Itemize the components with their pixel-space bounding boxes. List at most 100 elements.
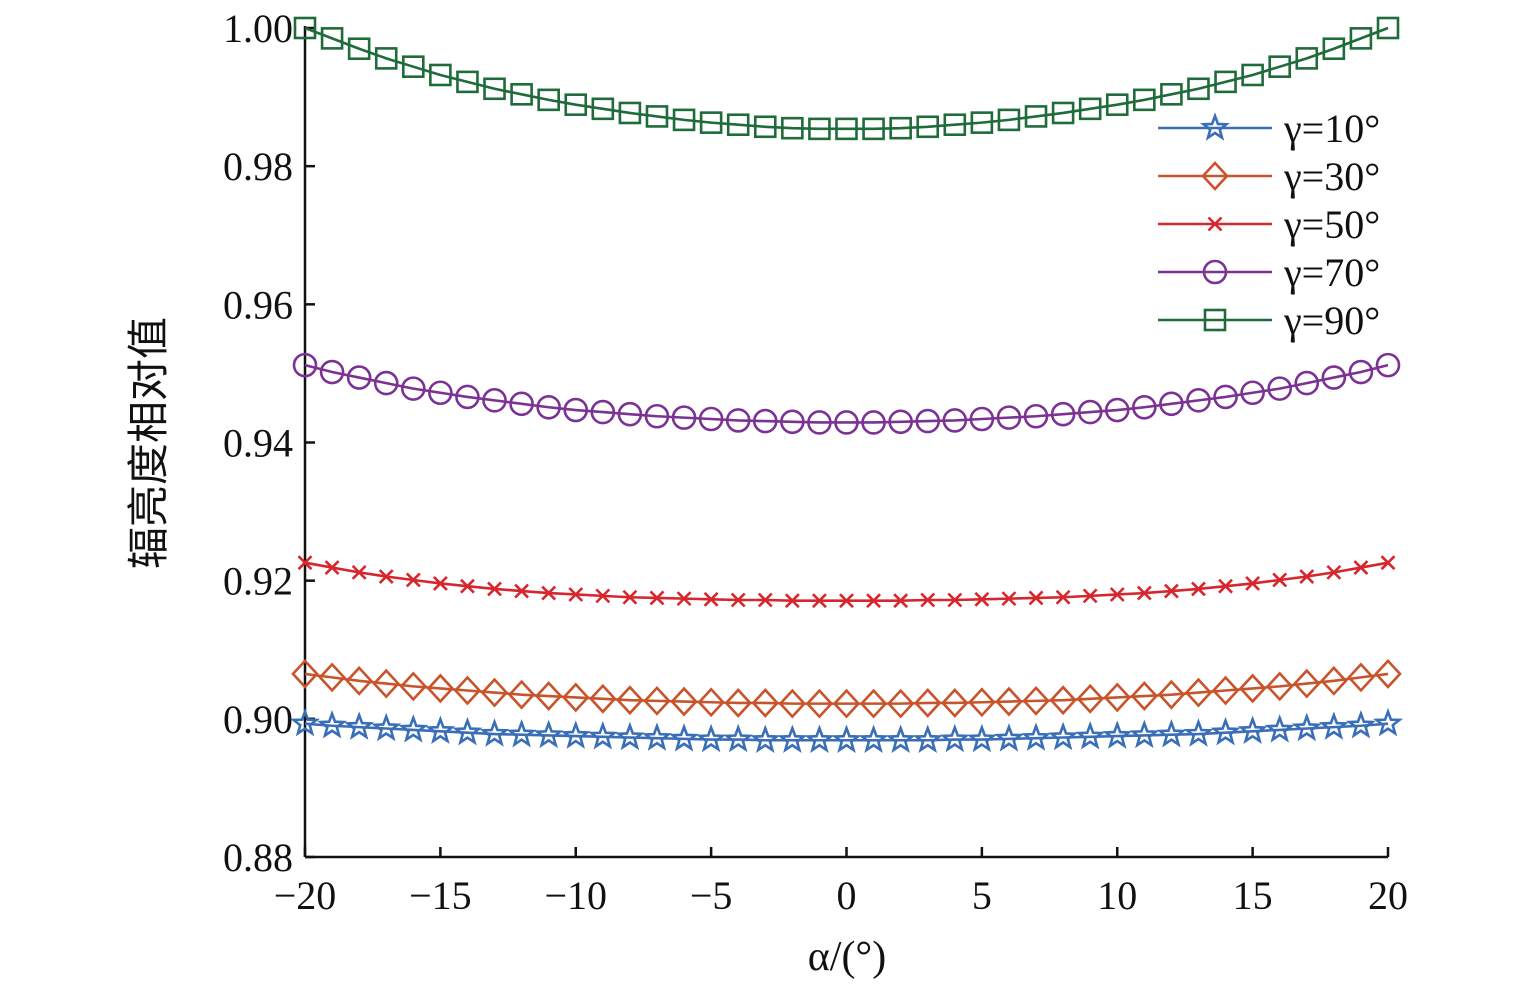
data-point xyxy=(1076,683,1104,714)
data-point xyxy=(1218,578,1233,594)
data-point xyxy=(751,688,780,718)
data-point xyxy=(401,55,425,78)
x-axis-ticks: −20 −15 −10 −5 0 5 10 15 20 xyxy=(274,847,1408,918)
data-point xyxy=(670,686,698,717)
data-point xyxy=(839,593,854,609)
data-point xyxy=(297,555,313,571)
series-diamond xyxy=(291,659,1402,719)
data-point xyxy=(1104,397,1130,423)
data-point xyxy=(1129,719,1160,749)
legend-marker xyxy=(1201,161,1229,191)
data-point xyxy=(1293,668,1321,699)
data-point xyxy=(1001,591,1017,607)
data-point xyxy=(432,576,448,591)
data-point xyxy=(697,687,725,718)
data-point xyxy=(915,408,941,434)
data-point xyxy=(778,688,807,719)
data-point xyxy=(947,592,963,608)
data-point xyxy=(1051,101,1075,125)
data-point xyxy=(1374,659,1402,689)
data-point xyxy=(970,111,994,134)
legend-item: γ=30° xyxy=(1158,154,1380,199)
data-point xyxy=(752,408,778,434)
data-point xyxy=(1380,555,1396,571)
data-point xyxy=(514,583,530,599)
data-point xyxy=(590,399,616,425)
data-point xyxy=(835,117,858,141)
data-point xyxy=(1345,709,1376,739)
data-point xyxy=(1055,589,1071,605)
data-point xyxy=(561,682,590,713)
data-point xyxy=(866,593,881,609)
data-point xyxy=(939,723,970,753)
data-point xyxy=(1375,352,1401,378)
data-point xyxy=(784,593,800,609)
data-point xyxy=(888,409,913,435)
data-point xyxy=(587,721,618,750)
data-point xyxy=(1210,716,1241,746)
data-point xyxy=(966,723,997,753)
x-axis-title: α/(°) xyxy=(808,934,886,980)
data-point xyxy=(317,709,348,739)
data-point xyxy=(617,401,643,427)
data-point xyxy=(1022,685,1050,716)
data-point xyxy=(622,589,638,605)
legend: γ=10°γ=30°γ=50°γ=70°γ=90° xyxy=(1158,106,1380,343)
legend-label: γ=10° xyxy=(1283,106,1380,151)
legend-item: γ=70° xyxy=(1158,250,1380,295)
data-point xyxy=(510,83,533,106)
y-tick-label: 1.00 xyxy=(223,6,293,51)
data-point xyxy=(643,685,671,716)
legend-marker xyxy=(1202,259,1228,285)
data-point xyxy=(777,724,808,753)
data-point xyxy=(696,723,727,753)
data-point xyxy=(455,384,480,410)
data-point xyxy=(616,685,644,716)
data-point xyxy=(1191,581,1206,597)
series-line xyxy=(304,672,1389,705)
data-point xyxy=(644,403,670,429)
data-point xyxy=(1103,682,1132,713)
data-point xyxy=(378,569,394,584)
data-point xyxy=(861,410,886,435)
data-point xyxy=(1077,399,1103,425)
data-point xyxy=(831,724,862,753)
data-point xyxy=(968,687,996,718)
data-point xyxy=(1237,715,1268,745)
series-circle xyxy=(292,352,1401,435)
series-line xyxy=(304,26,1389,131)
x-tick-label: 10 xyxy=(1097,873,1137,918)
data-point xyxy=(1326,564,1342,580)
data-point xyxy=(886,688,915,719)
series-line xyxy=(304,561,1389,602)
legend-label: γ=50° xyxy=(1283,202,1380,247)
data-point xyxy=(753,115,777,139)
data-point xyxy=(347,37,371,61)
data-point xyxy=(487,581,502,597)
data-point xyxy=(1373,707,1403,737)
data-point xyxy=(916,115,940,139)
data-point xyxy=(1160,83,1183,106)
data-point xyxy=(726,113,750,137)
data-point xyxy=(405,572,421,588)
data-point xyxy=(1028,590,1044,606)
data-point xyxy=(536,394,561,420)
data-point xyxy=(1130,681,1159,711)
data-point xyxy=(1268,55,1291,78)
data-point xyxy=(807,410,832,435)
y-tick-label: 0.90 xyxy=(223,697,293,742)
data-point xyxy=(1211,675,1240,706)
data-point xyxy=(541,585,557,601)
data-point xyxy=(1318,711,1349,740)
data-point xyxy=(912,724,943,753)
data-point xyxy=(997,108,1021,132)
data-point xyxy=(913,688,942,718)
legend-marker xyxy=(1207,216,1223,232)
data-point xyxy=(750,724,781,753)
data-point xyxy=(724,688,752,718)
x-tick-label: 20 xyxy=(1368,873,1408,918)
data-point xyxy=(1021,722,1052,751)
data-point xyxy=(1241,63,1264,87)
data-point xyxy=(398,714,429,743)
